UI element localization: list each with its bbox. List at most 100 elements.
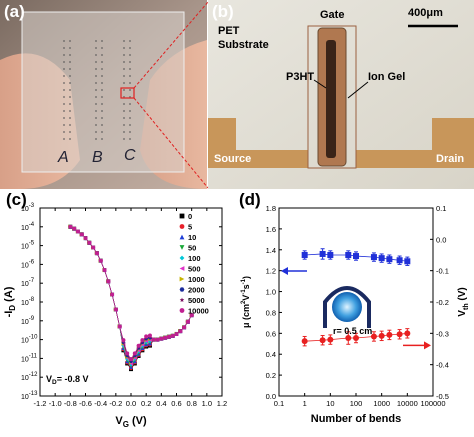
x-tick-label-d: 1000 <box>373 399 390 408</box>
series-100-c <box>68 224 194 367</box>
data-point-d <box>378 332 385 339</box>
panel-a-image: A B C <box>0 0 207 189</box>
scale-label: 400μm <box>408 7 443 19</box>
legend-marker-c <box>179 266 185 271</box>
data-point-c <box>129 356 133 361</box>
iongel-pointer <box>347 81 369 99</box>
zoom-connector <box>133 1 209 189</box>
y-tick-label-c: 10-3 <box>21 203 35 213</box>
data-point-c <box>132 351 137 356</box>
series-line-c <box>70 226 192 369</box>
vd-label: VD= -0.8 V <box>46 374 89 386</box>
y-axis-label-right-d: Vth (V) <box>457 287 470 316</box>
panel-d-label: (d) <box>239 190 261 209</box>
x-tick-label-c: -1.2 <box>34 399 47 408</box>
panel-d-chart: (d) 0.1 1 10 100 1000 10000 100000 0.0 0.2 0.4 0.6… <box>237 190 474 432</box>
series-line-c <box>70 226 192 361</box>
p3ht-label: P3HT <box>286 71 314 83</box>
x-tick-label-c: 0.6 <box>171 399 181 408</box>
x-tick-label-d: 1 <box>303 399 307 408</box>
data-point-d <box>386 331 393 338</box>
x-tick-label-d: 100 <box>350 399 363 408</box>
panel-a-label: (a) <box>4 2 25 21</box>
gate-label: Gate <box>320 9 344 21</box>
x-tick-label-d: 10 <box>326 399 334 408</box>
transfer-curve-plot: -1.2 -1.0 -0.8 -0.6 -0.4 -0.2 0.0 0.2 0.4 0.6 0.8 1… <box>3 203 227 429</box>
panel-b-image: 400μm Gate PET Substrate P3HT Ion Gel So… <box>208 0 474 189</box>
y-tick-label-left-d: 0.4 <box>266 350 276 359</box>
data-point-c <box>121 338 126 343</box>
x-tick-label-c: -0.8 <box>64 399 77 408</box>
panel-b-micrograph: 400μm Gate PET Substrate P3HT Ion Gel So… <box>208 0 474 189</box>
data-point-d <box>345 252 352 258</box>
legend-label-c: 5 <box>188 223 192 232</box>
strip-letter-b: B <box>92 149 103 166</box>
data-point-c <box>68 224 73 229</box>
y-tick-label-right-d: 0.1 <box>436 204 446 213</box>
series-5-c <box>68 224 194 370</box>
legend-label-c: 100 <box>188 254 201 263</box>
data-point-c <box>178 329 183 334</box>
y-axis-label-c: -ID (A) <box>3 286 17 317</box>
data-point-c <box>189 313 194 318</box>
legend-label-c: 0 <box>188 212 192 221</box>
substrate-label-line1: PET <box>218 25 240 37</box>
data-point-d <box>301 252 308 258</box>
series-10000-c <box>68 224 194 361</box>
y-axis-label-left-d: μ (cm2V-1s-1) <box>241 276 251 328</box>
x-tick-label-c: -0.6 <box>79 399 92 408</box>
x-tick-label-c: 0.4 <box>156 399 166 408</box>
data-point-c <box>91 245 96 250</box>
data-point-c <box>155 337 160 342</box>
drain-label: Drain <box>436 153 464 165</box>
legend-label-c: 10 <box>188 233 196 242</box>
bending-plot: 0.1 1 10 100 1000 10000 100000 0.0 0.2 0.4 0.6 0.8 1… <box>241 204 470 425</box>
data-point-c <box>163 335 168 340</box>
data-point-c <box>83 236 88 241</box>
x-axis-label-c: VG (V) <box>115 415 147 429</box>
panel-c-chart: (c) -1.2 -1.0 -0.8 -0.6 -0.4 -0.2 0.0 0.2 0.4 0.6… <box>0 190 237 432</box>
y-tick-label-c: 10-12 <box>21 372 38 382</box>
y-tick-label-left-d: 0.2 <box>266 371 276 380</box>
series-50-c <box>68 224 194 368</box>
data-point-c <box>87 240 92 245</box>
data-point-d <box>370 254 377 261</box>
zoom-highlight-box <box>120 87 135 99</box>
bend-inset: r= 0.5 cm <box>323 286 372 336</box>
series-line-d <box>304 253 408 262</box>
x-tick-label-c: 1.2 <box>217 399 227 408</box>
x-tick-label-c: -0.2 <box>109 399 122 408</box>
y-tick-label-c: 10-9 <box>21 316 35 326</box>
data-point-c <box>132 356 137 361</box>
data-point-d <box>378 255 385 262</box>
mobility-series <box>301 248 411 266</box>
legend-marker-c <box>179 224 185 229</box>
p3ht-pointer <box>313 79 327 89</box>
data-point-c <box>106 279 111 284</box>
data-point-c <box>72 226 77 231</box>
bent-film <box>323 286 371 328</box>
legend-marker-c <box>179 287 185 292</box>
legend-marker-c <box>179 234 185 240</box>
data-point-c <box>110 292 115 297</box>
x-axis-label-d: Number of bends <box>311 413 401 425</box>
y-tick-label-left-d: 0.0 <box>266 392 276 401</box>
data-point-c <box>151 337 156 342</box>
data-point-c <box>117 324 122 329</box>
y-tick-label-c: 10-4 <box>21 222 35 232</box>
y-tick-label-c: 10-8 <box>21 297 35 307</box>
data-point-c <box>147 333 152 338</box>
device-arrays <box>63 40 131 140</box>
data-point-d <box>319 250 326 257</box>
series-line-c <box>70 226 192 370</box>
series-2000-c <box>68 225 194 363</box>
legend-label-c: 1000 <box>188 275 205 284</box>
data-point-d <box>327 252 334 258</box>
y-tick-label-left-d: 1.4 <box>266 246 276 255</box>
ion-gel-boundary <box>307 25 357 169</box>
series-0-c <box>68 224 194 372</box>
data-point-d <box>353 335 359 342</box>
legend-marker-c <box>179 297 185 302</box>
data-point-d <box>327 336 334 343</box>
